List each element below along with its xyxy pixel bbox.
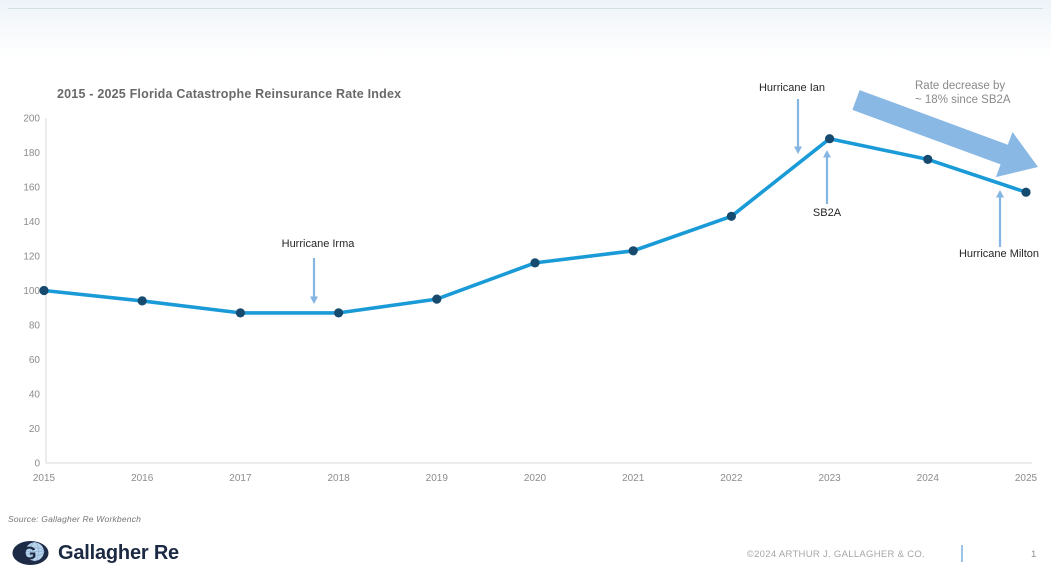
logo-wordmark: Gallagher Re <box>58 541 179 564</box>
hurricane-irma-arrow <box>310 258 318 304</box>
y-tick-label: 180 <box>23 148 40 159</box>
rate-index-series-line <box>42 136 1028 315</box>
data-point-2017 <box>235 308 245 318</box>
footer: G Gallagher Re ©2024 ARTHUR J. GALLAGHER… <box>0 536 1051 583</box>
x-tick-label: 2016 <box>131 473 154 484</box>
y-tick-label: 20 <box>29 424 41 435</box>
footer-divider <box>961 545 963 562</box>
y-tick-label: 120 <box>23 252 40 263</box>
x-tick-label: 2022 <box>720 473 743 484</box>
svg-text:G: G <box>22 542 36 563</box>
x-axis-tick-labels: 2015 2016 2017 2018 2019 2020 2021 2022 2023 2024… <box>33 473 1038 484</box>
x-tick-label: 2024 <box>917 473 940 484</box>
data-point-markers <box>39 134 1031 318</box>
y-tick-label: 160 <box>23 183 40 194</box>
data-point-2015 <box>39 285 49 296</box>
annotation-arrows <box>310 99 1004 304</box>
y-tick-label: 60 <box>29 355 41 366</box>
annotation-hurricane-milton: Hurricane Milton <box>958 248 1040 260</box>
y-tick-label: 40 <box>29 390 41 401</box>
y-axis-tick-labels: 0 20 40 60 80 100 120 140 160 180 200 <box>23 114 40 470</box>
chart-title: 2015 - 2025 Florida Catastrophe Reinsura… <box>57 87 402 101</box>
top-gradient-band <box>0 0 1051 58</box>
data-point-2020 <box>530 258 540 268</box>
y-tick-label: 100 <box>23 286 40 297</box>
annotation-sb2a: SB2A <box>812 207 842 219</box>
gallagher-re-logo: G Gallagher Re <box>12 540 179 566</box>
x-tick-label: 2017 <box>229 473 252 484</box>
data-point-2019 <box>432 294 442 304</box>
x-tick-label: 2021 <box>622 473 645 484</box>
top-divider-line <box>8 8 1043 9</box>
globe-icon: G <box>12 540 49 566</box>
x-tick-label: 2018 <box>327 473 350 484</box>
data-point-2016 <box>137 296 147 306</box>
x-tick-label: 2023 <box>818 473 841 484</box>
x-tick-label: 2020 <box>524 473 547 484</box>
data-point-2023 <box>825 134 835 144</box>
data-point-2025 <box>1021 187 1031 197</box>
y-tick-label: 80 <box>29 321 41 332</box>
annotation-rate-decrease-note: Rate decrease by ~ 18% since SB2A <box>915 80 1011 107</box>
data-point-2018 <box>334 308 344 318</box>
data-point-2022 <box>726 211 737 221</box>
data-point-2024 <box>923 154 933 164</box>
hurricane-ian-arrow <box>794 99 802 154</box>
hurricane-milton-arrow <box>996 190 1004 247</box>
copyright-text: ©2024 ARTHUR J. GALLAGHER & CO. <box>746 549 925 560</box>
rate-note-line2: ~ 18% since SB2A <box>915 93 1011 106</box>
y-tick-label: 140 <box>23 217 40 228</box>
page-number: 1 <box>1031 549 1037 560</box>
sb2a-arrow <box>823 150 831 204</box>
annotation-hurricane-irma: Hurricane Irma <box>281 238 355 250</box>
source-note: Source: Gallagher Re Workbench <box>8 514 142 524</box>
rate-note-line1: Rate decrease by <box>915 80 1006 92</box>
x-tick-label: 2019 <box>426 473 449 484</box>
x-tick-label: 2025 <box>1015 473 1038 484</box>
data-point-2021 <box>628 246 638 256</box>
y-tick-label: 200 <box>23 114 40 125</box>
x-tick-label: 2015 <box>33 473 56 484</box>
axes <box>45 118 1032 464</box>
annotation-hurricane-ian: Hurricane Ian <box>758 82 826 94</box>
rate-decrease-trend-arrow <box>852 90 1038 178</box>
y-tick-label: 0 <box>34 459 40 470</box>
